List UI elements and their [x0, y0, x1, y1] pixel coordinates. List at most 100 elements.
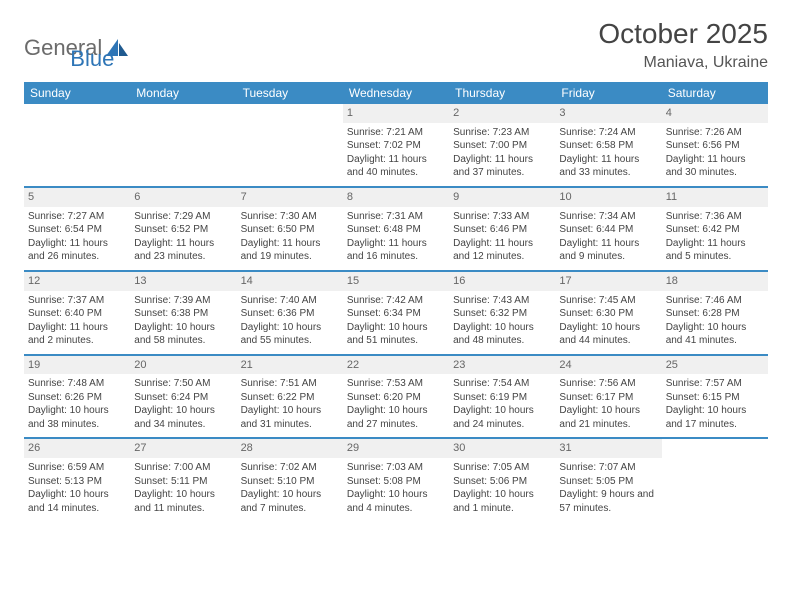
- calendar-cell: 30Sunrise: 7:05 AMSunset: 5:06 PMDayligh…: [449, 439, 555, 521]
- sunset-text: Sunset: 5:08 PM: [347, 475, 445, 489]
- title-block: October 2025 Maniava, Ukraine: [598, 18, 768, 72]
- daylight-text: Daylight: 10 hours and 44 minutes.: [559, 321, 657, 348]
- daylight-text: Daylight: 11 hours and 23 minutes.: [134, 237, 232, 264]
- day-number: 3: [555, 104, 661, 123]
- day-number: 10: [555, 188, 661, 207]
- daylight-text: Daylight: 11 hours and 40 minutes.: [347, 153, 445, 180]
- calendar-cell: [24, 104, 130, 186]
- sunrise-text: Sunrise: 7:00 AM: [134, 461, 232, 475]
- sunset-text: Sunset: 6:24 PM: [134, 391, 232, 405]
- sunset-text: Sunset: 6:52 PM: [134, 223, 232, 237]
- day-header: Wednesday: [343, 82, 449, 104]
- sunset-text: Sunset: 7:02 PM: [347, 139, 445, 153]
- day-number: 22: [343, 356, 449, 375]
- sunset-text: Sunset: 6:54 PM: [28, 223, 126, 237]
- daylight-text: Daylight: 11 hours and 5 minutes.: [666, 237, 764, 264]
- sunset-text: Sunset: 6:36 PM: [241, 307, 339, 321]
- day-header-row: SundayMondayTuesdayWednesdayThursdayFrid…: [24, 82, 768, 104]
- sunrise-text: Sunrise: 7:39 AM: [134, 294, 232, 308]
- calendar-cell: 28Sunrise: 7:02 AMSunset: 5:10 PMDayligh…: [237, 439, 343, 521]
- calendar-cell: 9Sunrise: 7:33 AMSunset: 6:46 PMDaylight…: [449, 188, 555, 270]
- day-number: 2: [449, 104, 555, 123]
- sunrise-text: Sunrise: 7:45 AM: [559, 294, 657, 308]
- sunrise-text: Sunrise: 7:57 AM: [666, 377, 764, 391]
- daylight-text: Daylight: 11 hours and 30 minutes.: [666, 153, 764, 180]
- sunset-text: Sunset: 6:38 PM: [134, 307, 232, 321]
- sunrise-text: Sunrise: 7:05 AM: [453, 461, 551, 475]
- sunset-text: Sunset: 6:17 PM: [559, 391, 657, 405]
- sunset-text: Sunset: 6:22 PM: [241, 391, 339, 405]
- day-header: Thursday: [449, 82, 555, 104]
- daylight-text: Daylight: 10 hours and 24 minutes.: [453, 404, 551, 431]
- page-header: General Blue October 2025 Maniava, Ukrai…: [24, 18, 768, 72]
- day-number: 19: [24, 356, 130, 375]
- sunset-text: Sunset: 6:20 PM: [347, 391, 445, 405]
- day-number: 7: [237, 188, 343, 207]
- daylight-text: Daylight: 10 hours and 31 minutes.: [241, 404, 339, 431]
- sunset-text: Sunset: 5:11 PM: [134, 475, 232, 489]
- sunset-text: Sunset: 5:10 PM: [241, 475, 339, 489]
- location: Maniava, Ukraine: [598, 54, 768, 72]
- day-header: Tuesday: [237, 82, 343, 104]
- sunrise-text: Sunrise: 7:27 AM: [28, 210, 126, 224]
- sunrise-text: Sunrise: 7:23 AM: [453, 126, 551, 140]
- calendar-cell: 16Sunrise: 7:43 AMSunset: 6:32 PMDayligh…: [449, 272, 555, 354]
- calendar-cell: 10Sunrise: 7:34 AMSunset: 6:44 PMDayligh…: [555, 188, 661, 270]
- daylight-text: Daylight: 11 hours and 37 minutes.: [453, 153, 551, 180]
- day-number: 26: [24, 439, 130, 458]
- calendar-cell: 5Sunrise: 7:27 AMSunset: 6:54 PMDaylight…: [24, 188, 130, 270]
- calendar-cell: [662, 439, 768, 521]
- calendar-cell: 12Sunrise: 7:37 AMSunset: 6:40 PMDayligh…: [24, 272, 130, 354]
- sunset-text: Sunset: 5:13 PM: [28, 475, 126, 489]
- calendar-cell: 26Sunrise: 6:59 AMSunset: 5:13 PMDayligh…: [24, 439, 130, 521]
- day-number: 4: [662, 104, 768, 123]
- day-number: 28: [237, 439, 343, 458]
- day-number: 29: [343, 439, 449, 458]
- day-number: 9: [449, 188, 555, 207]
- daylight-text: Daylight: 10 hours and 34 minutes.: [134, 404, 232, 431]
- daylight-text: Daylight: 11 hours and 12 minutes.: [453, 237, 551, 264]
- sunset-text: Sunset: 6:42 PM: [666, 223, 764, 237]
- daylight-text: Daylight: 11 hours and 9 minutes.: [559, 237, 657, 264]
- calendar-cell: 27Sunrise: 7:00 AMSunset: 5:11 PMDayligh…: [130, 439, 236, 521]
- sunrise-text: Sunrise: 7:42 AM: [347, 294, 445, 308]
- calendar-cell: 24Sunrise: 7:56 AMSunset: 6:17 PMDayligh…: [555, 356, 661, 438]
- calendar-week: 12Sunrise: 7:37 AMSunset: 6:40 PMDayligh…: [24, 270, 768, 354]
- day-number: 14: [237, 272, 343, 291]
- sunset-text: Sunset: 6:56 PM: [666, 139, 764, 153]
- sunrise-text: Sunrise: 7:46 AM: [666, 294, 764, 308]
- sunrise-text: Sunrise: 7:24 AM: [559, 126, 657, 140]
- calendar-cell: 31Sunrise: 7:07 AMSunset: 5:05 PMDayligh…: [555, 439, 661, 521]
- daylight-text: Daylight: 10 hours and 48 minutes.: [453, 321, 551, 348]
- calendar-cell: 19Sunrise: 7:48 AMSunset: 6:26 PMDayligh…: [24, 356, 130, 438]
- daylight-text: Daylight: 10 hours and 51 minutes.: [347, 321, 445, 348]
- daylight-text: Daylight: 10 hours and 27 minutes.: [347, 404, 445, 431]
- daylight-text: Daylight: 10 hours and 11 minutes.: [134, 488, 232, 515]
- calendar-cell: [130, 104, 236, 186]
- daylight-text: Daylight: 10 hours and 4 minutes.: [347, 488, 445, 515]
- day-number: 18: [662, 272, 768, 291]
- day-header: Monday: [130, 82, 236, 104]
- calendar-cell: 18Sunrise: 7:46 AMSunset: 6:28 PMDayligh…: [662, 272, 768, 354]
- sunrise-text: Sunrise: 7:51 AM: [241, 377, 339, 391]
- calendar-cell: 8Sunrise: 7:31 AMSunset: 6:48 PMDaylight…: [343, 188, 449, 270]
- sunrise-text: Sunrise: 7:34 AM: [559, 210, 657, 224]
- daylight-text: Daylight: 10 hours and 58 minutes.: [134, 321, 232, 348]
- day-number: 1: [343, 104, 449, 123]
- calendar-cell: 11Sunrise: 7:36 AMSunset: 6:42 PMDayligh…: [662, 188, 768, 270]
- calendar-week: 5Sunrise: 7:27 AMSunset: 6:54 PMDaylight…: [24, 186, 768, 270]
- calendar-cell: 17Sunrise: 7:45 AMSunset: 6:30 PMDayligh…: [555, 272, 661, 354]
- sunset-text: Sunset: 6:48 PM: [347, 223, 445, 237]
- day-number: 31: [555, 439, 661, 458]
- sunrise-text: Sunrise: 7:03 AM: [347, 461, 445, 475]
- sunrise-text: Sunrise: 7:54 AM: [453, 377, 551, 391]
- calendar-cell: 13Sunrise: 7:39 AMSunset: 6:38 PMDayligh…: [130, 272, 236, 354]
- calendar-cell: 3Sunrise: 7:24 AMSunset: 6:58 PMDaylight…: [555, 104, 661, 186]
- day-header: Sunday: [24, 82, 130, 104]
- sunset-text: Sunset: 6:19 PM: [453, 391, 551, 405]
- sunrise-text: Sunrise: 7:48 AM: [28, 377, 126, 391]
- calendar-cell: 6Sunrise: 7:29 AMSunset: 6:52 PMDaylight…: [130, 188, 236, 270]
- daylight-text: Daylight: 10 hours and 1 minute.: [453, 488, 551, 515]
- logo-text-blue: Blue: [70, 46, 114, 72]
- calendar-cell: 15Sunrise: 7:42 AMSunset: 6:34 PMDayligh…: [343, 272, 449, 354]
